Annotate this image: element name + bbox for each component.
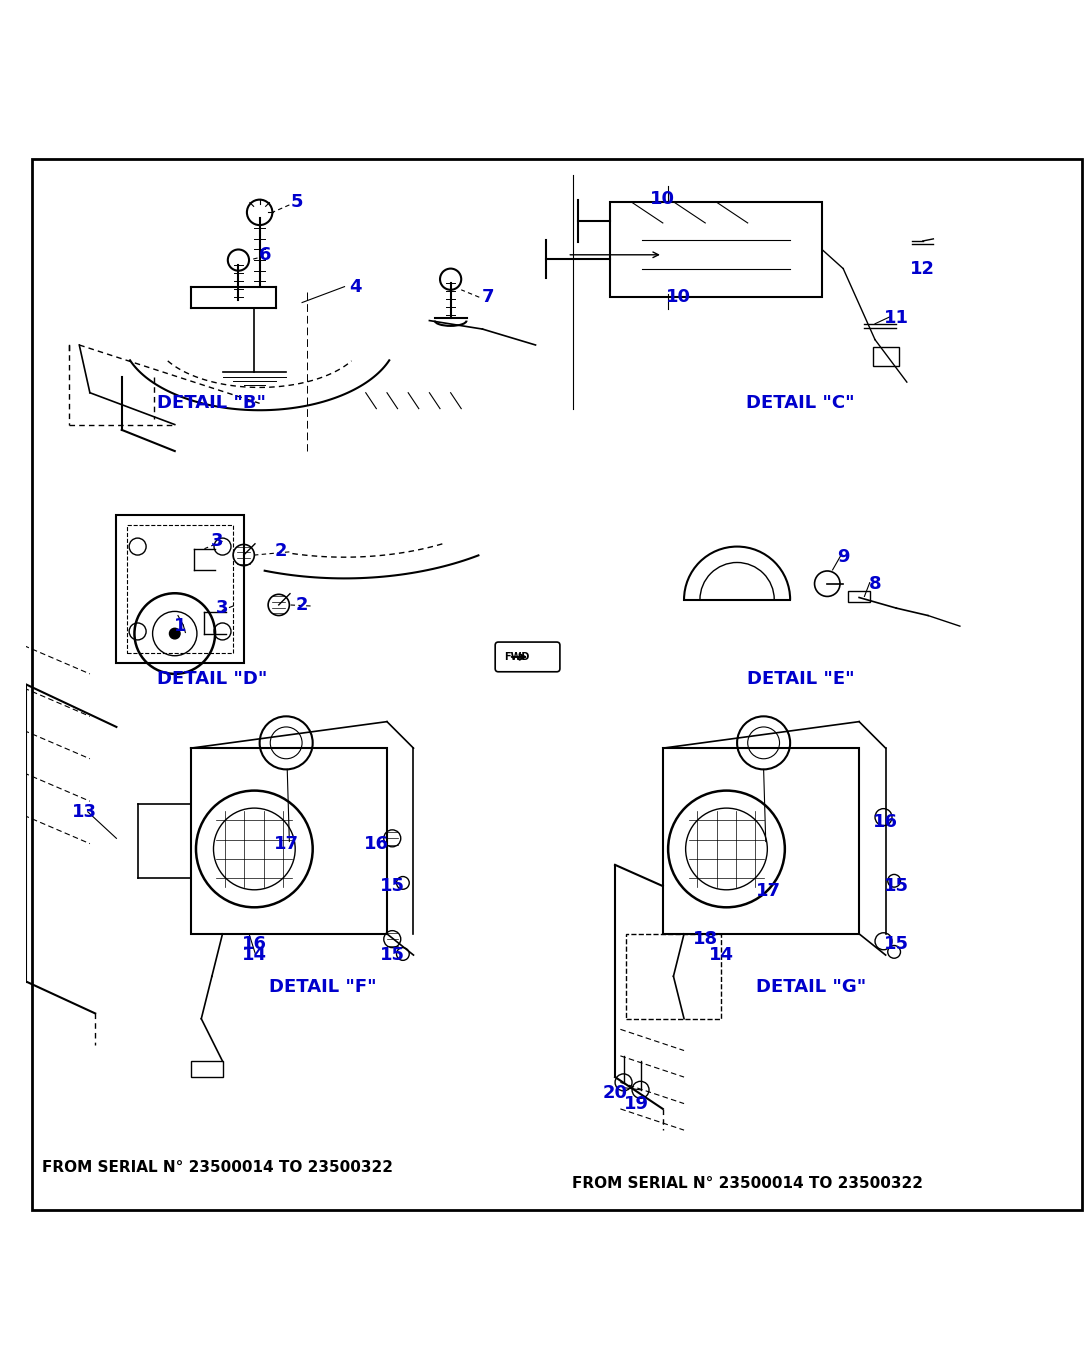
Bar [609,201,822,297]
Text: 17: 17 [274,835,299,853]
Text: 6: 6 [258,246,271,264]
Text: FWD: FWD [504,652,529,663]
Bar [191,1061,222,1077]
Text: 3: 3 [211,533,223,550]
Bar [848,591,870,602]
Text: FROM SERIAL N° 23500014 TO 23500322: FROM SERIAL N° 23500014 TO 23500322 [572,1176,923,1191]
Text: 16: 16 [242,935,267,953]
Text: 10: 10 [651,189,676,208]
Text: 4: 4 [349,278,362,296]
Text: 9: 9 [837,548,849,567]
Text: DETAIL "G": DETAIL "G" [756,977,867,995]
Bar [873,348,899,366]
Text: 5: 5 [291,193,303,211]
Text: 18: 18 [693,930,718,949]
Text: 11: 11 [884,309,909,327]
Text: 7: 7 [482,289,494,307]
Text: DETAIL "B": DETAIL "B" [157,394,266,412]
FancyBboxPatch shape [495,642,560,672]
Text: 15: 15 [379,878,404,895]
Text: DETAIL "D": DETAIL "D" [157,671,267,689]
Bar [626,934,722,1019]
Text: 19: 19 [623,1095,649,1113]
Text: 2: 2 [275,542,287,560]
Text: 10: 10 [666,289,691,307]
Text: 16: 16 [364,835,389,853]
Text: 20: 20 [603,1084,628,1102]
Text: 12: 12 [910,260,935,278]
Text: 15: 15 [884,878,909,895]
Text: 8: 8 [869,575,882,593]
Text: FROM SERIAL N° 23500014 TO 23500322: FROM SERIAL N° 23500014 TO 23500322 [41,1160,392,1175]
Bar [128,526,233,653]
Text: DETAIL "C": DETAIL "C" [747,394,855,412]
Text: 16: 16 [873,813,898,831]
Text: 15: 15 [379,946,404,964]
Circle shape [169,628,180,639]
Text: 15: 15 [884,935,909,953]
Text: 2: 2 [295,596,308,613]
Text: 3: 3 [216,600,229,617]
Text: 13: 13 [72,802,97,821]
Text: 1: 1 [173,617,186,635]
Text: 14: 14 [708,946,734,964]
Text: DETAIL "E": DETAIL "E" [747,671,855,689]
Text: 14: 14 [242,946,267,964]
Bar [117,515,244,663]
Text: 17: 17 [756,883,782,901]
Bar [191,749,387,934]
Bar [663,749,859,934]
Text: DETAIL "F": DETAIL "F" [269,977,377,995]
